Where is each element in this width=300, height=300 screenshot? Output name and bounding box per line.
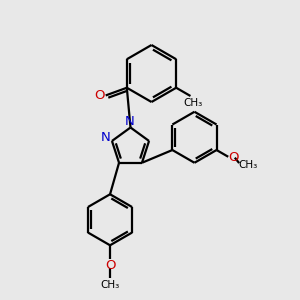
Text: CH₃: CH₃ bbox=[238, 160, 257, 170]
Text: O: O bbox=[228, 151, 238, 164]
Text: CH₃: CH₃ bbox=[100, 280, 120, 290]
Text: N: N bbox=[100, 131, 110, 145]
Text: O: O bbox=[94, 89, 104, 102]
Text: CH₃: CH₃ bbox=[183, 98, 202, 108]
Text: O: O bbox=[105, 259, 115, 272]
Text: N: N bbox=[125, 115, 134, 128]
